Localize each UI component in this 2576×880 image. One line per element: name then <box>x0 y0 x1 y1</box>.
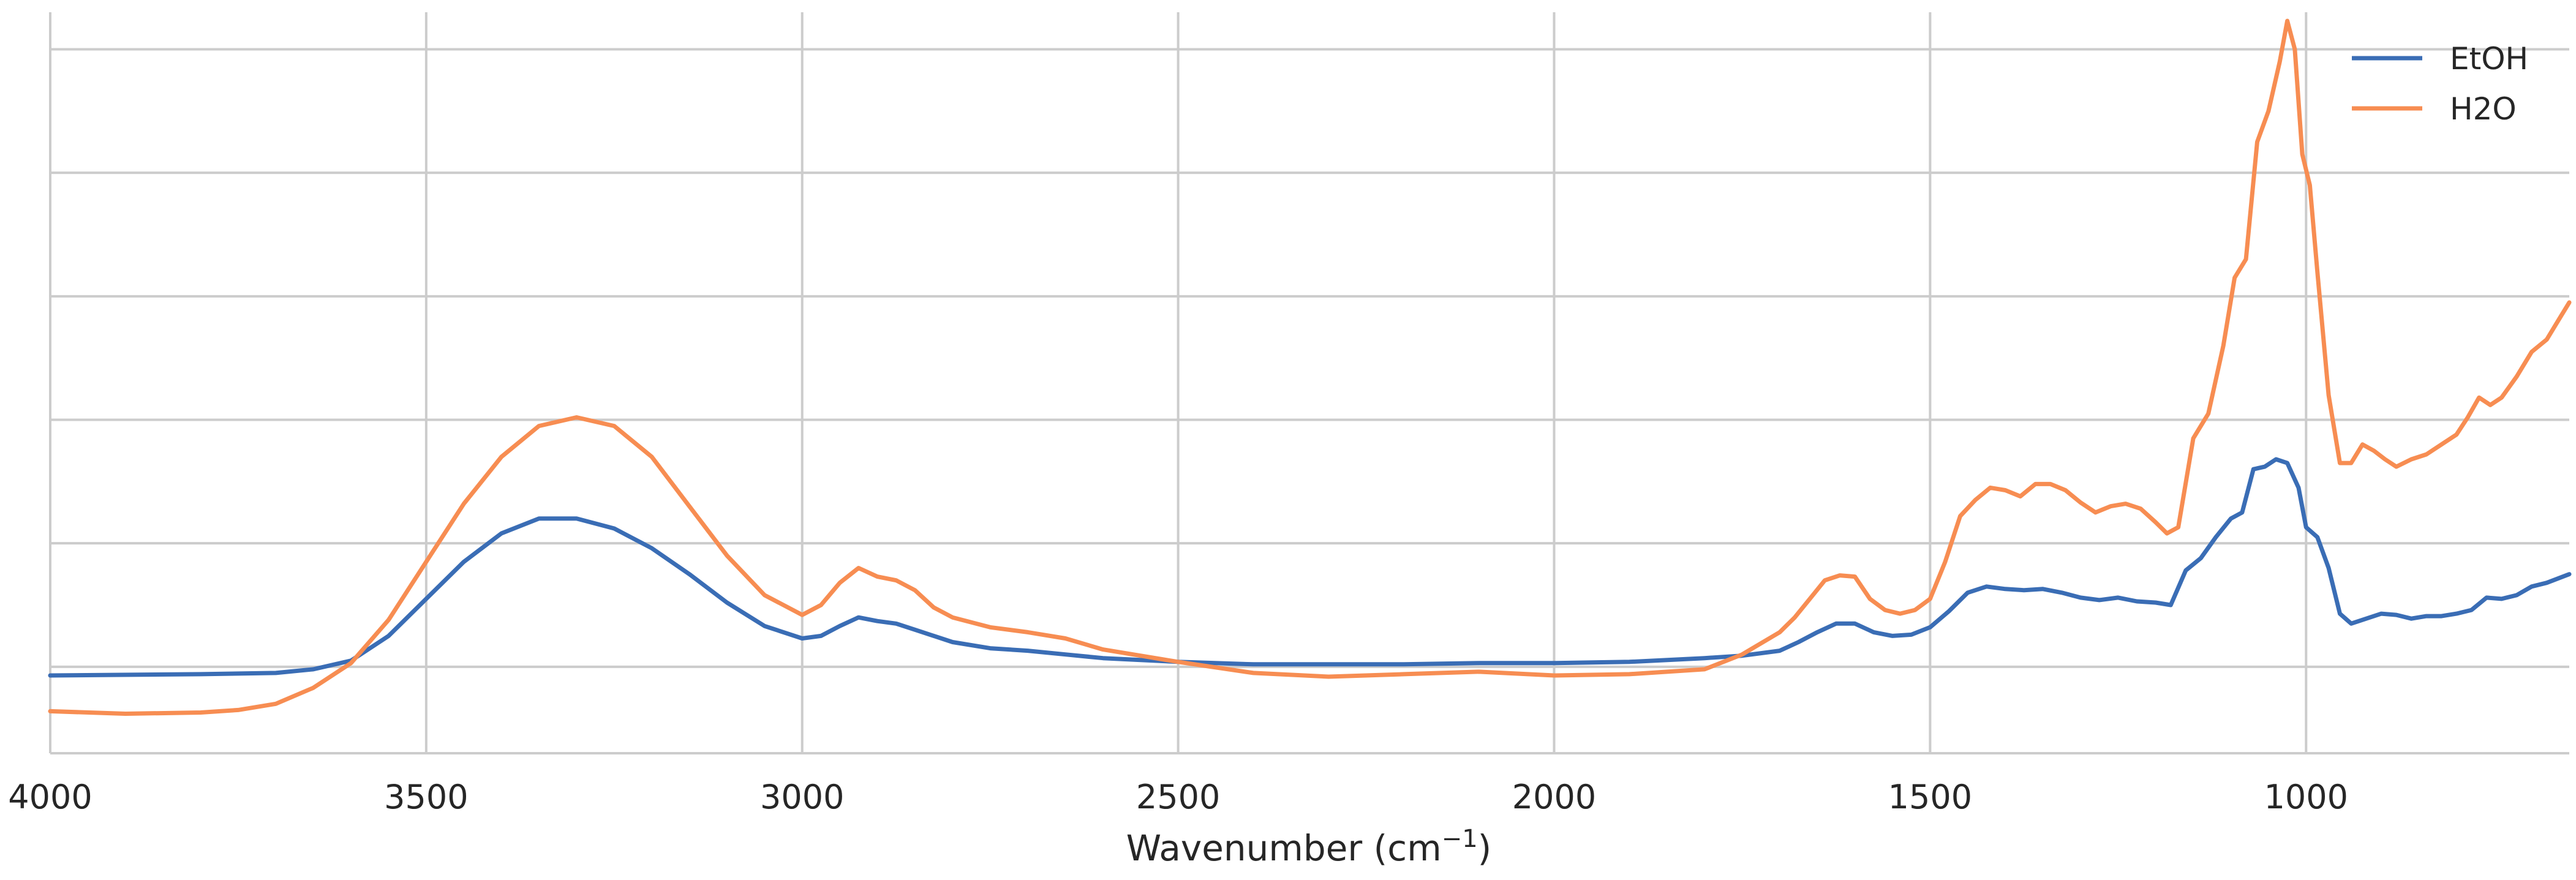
legend-label-etoh: EtOH <box>2450 41 2528 77</box>
x-tick-label: 1500 <box>1888 778 1972 816</box>
x-tick-label: 2000 <box>1512 778 1596 816</box>
x-tick-labels: 4000 3500 3000 2500 2000 1500 1000 <box>8 778 2348 816</box>
series-line-etoh <box>48 457 2572 678</box>
legend: EtOH H2O <box>2352 41 2528 127</box>
x-tick-label: 2500 <box>1136 778 1220 816</box>
series-line-h2o <box>48 18 2572 716</box>
x-tick-label: 1000 <box>2264 778 2348 816</box>
grid-layer <box>49 12 2569 753</box>
series-layer <box>48 18 2572 716</box>
x-axis-label-main: Wavenumber (cm <box>1126 827 1442 869</box>
x-axis-label-superscript: −1 <box>1442 825 1478 853</box>
x-tick-label: 4000 <box>8 778 92 816</box>
axes-frame <box>49 12 2569 754</box>
legend-label-h2o: H2O <box>2450 91 2517 127</box>
x-axis-label: Wavenumber (cm−1) <box>1126 825 1492 869</box>
x-axis-label-close: ) <box>1478 827 1492 869</box>
x-tick-label: 3500 <box>384 778 468 816</box>
x-tick-label: 3000 <box>760 778 844 816</box>
